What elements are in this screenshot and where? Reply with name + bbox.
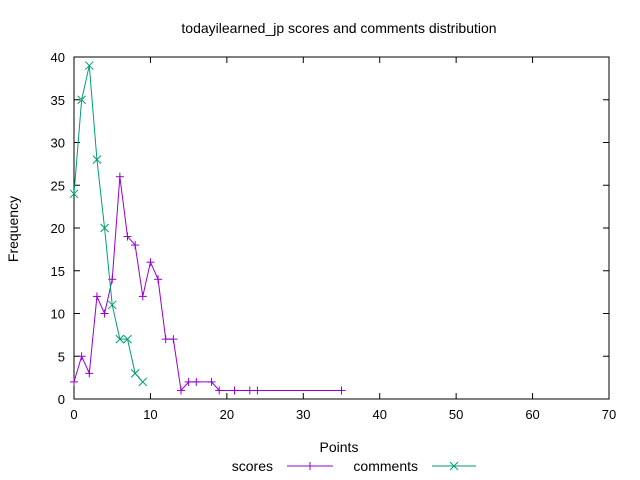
series-scores-point — [337, 386, 346, 395]
y-tick-label: 15 — [51, 264, 65, 279]
x-tick-label: 50 — [449, 407, 463, 422]
series-comments-line — [73, 65, 144, 383]
series-comments-point — [77, 95, 86, 105]
y-tick-label: 0 — [58, 392, 65, 407]
series-scores-point — [123, 232, 132, 241]
series-comments-point — [84, 61, 94, 70]
legend-marker — [449, 461, 459, 471]
legend-label: scores — [232, 458, 273, 474]
x-tick-label: 60 — [525, 407, 539, 422]
series-comments-point — [123, 334, 132, 344]
series-scores-point — [138, 292, 147, 301]
chart-title: todayilearned_jp scores and comments dis… — [181, 20, 496, 36]
series-scores-point — [115, 172, 124, 181]
x-axis-label: Points — [320, 439, 359, 455]
series-comments-point — [115, 334, 125, 344]
series-comments-point — [92, 155, 102, 164]
series-scores-point — [77, 352, 86, 361]
series-scores-point — [184, 377, 193, 386]
series-scores-point — [85, 369, 94, 378]
series-scores-point — [70, 377, 78, 386]
series-scores-point — [154, 275, 163, 284]
series-scores-point — [207, 377, 216, 386]
legend-marker — [306, 462, 314, 470]
plot-area: 0 10 20 30 40 50 60 70 0 5 10 15 20 25 30 35 40 — [51, 50, 617, 422]
series-scores-point — [177, 386, 185, 395]
series-comments-point — [138, 377, 148, 387]
series-scores-point — [230, 386, 239, 395]
x-tick-label: 20 — [220, 407, 234, 422]
y-tick-label: 10 — [51, 307, 65, 322]
series-scores-point — [92, 292, 101, 301]
y-tick-label: 25 — [51, 178, 65, 193]
y-tick-label: 20 — [51, 221, 65, 236]
x-tick-label: 10 — [143, 407, 157, 422]
series-scores-line — [73, 176, 342, 392]
y-tick-label: 35 — [51, 93, 65, 108]
y-tick-label: 30 — [51, 136, 65, 151]
series-scores-point — [131, 241, 140, 250]
legend: scores comments — [232, 458, 476, 474]
series-comments-point — [107, 300, 117, 310]
plot-frame — [73, 56, 610, 400]
y-tick-label: 40 — [51, 50, 65, 65]
series-comments-point — [69, 189, 79, 199]
series-scores-point — [253, 386, 262, 395]
series-scores-point — [215, 386, 224, 395]
legend-item-comments: comments — [353, 458, 476, 474]
x-tick-label: 40 — [372, 407, 386, 422]
series-comments-point — [130, 368, 140, 378]
y-tick-label: 5 — [58, 349, 65, 364]
legend-item-scores: scores — [232, 458, 333, 474]
x-tick-label: 30 — [296, 407, 310, 422]
series-scores-point — [169, 335, 178, 344]
series-scores-point — [192, 377, 201, 386]
legend-label: comments — [353, 458, 418, 474]
series-scores-point — [100, 309, 109, 318]
series-scores-point — [161, 335, 170, 344]
y-axis-label: Frequency — [5, 196, 21, 262]
series-scores-point — [146, 258, 155, 267]
series-scores-point — [245, 386, 254, 395]
x-tick-label: 70 — [602, 407, 616, 422]
series-comments-point — [100, 223, 109, 233]
x-tick-label: 0 — [70, 407, 77, 422]
